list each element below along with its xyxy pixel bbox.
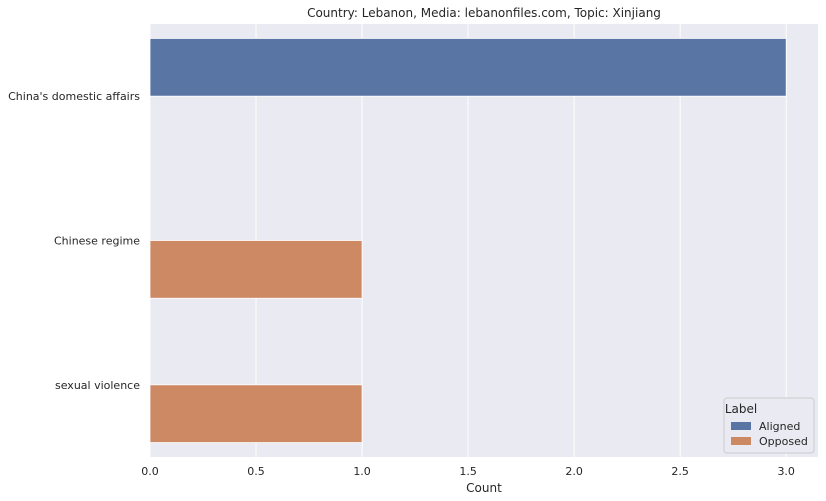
bar-opposed (149, 384, 363, 443)
legend-title: Label (725, 402, 757, 416)
x-tick-label: 0.0 (141, 465, 159, 478)
legend: Label Aligned Opposed (723, 397, 815, 454)
legend-entry: Opposed (759, 435, 808, 448)
legend-items: Aligned Opposed (731, 420, 808, 448)
bar-opposed (149, 240, 363, 299)
bars (149, 38, 787, 443)
y-category-labels: China's domestic affairs Chinese regime se… (8, 90, 140, 392)
x-tick-label: 1.0 (353, 465, 371, 478)
y-category-label: sexual violence (55, 379, 140, 392)
y-category-label: China's domestic affairs (8, 90, 140, 103)
x-tick-label: 1.5 (459, 465, 477, 478)
x-tick-label: 0.5 (247, 465, 265, 478)
x-tick-label: 2.0 (565, 465, 583, 478)
chart-title: Country: Lebanon, Media: lebanonfiles.co… (307, 6, 661, 20)
legend-swatch (731, 422, 751, 430)
legend-entry: Aligned (759, 420, 800, 433)
y-category-label: Chinese regime (54, 235, 140, 248)
bar-aligned (149, 38, 787, 97)
x-axis-label: Count (466, 481, 502, 495)
x-tick-label: 2.5 (671, 465, 689, 478)
x-tick-labels: 0.0 0.5 1.0 1.5 2.0 2.5 3.0 (141, 465, 795, 478)
x-tick-label: 3.0 (777, 465, 795, 478)
legend-swatch (731, 437, 751, 445)
